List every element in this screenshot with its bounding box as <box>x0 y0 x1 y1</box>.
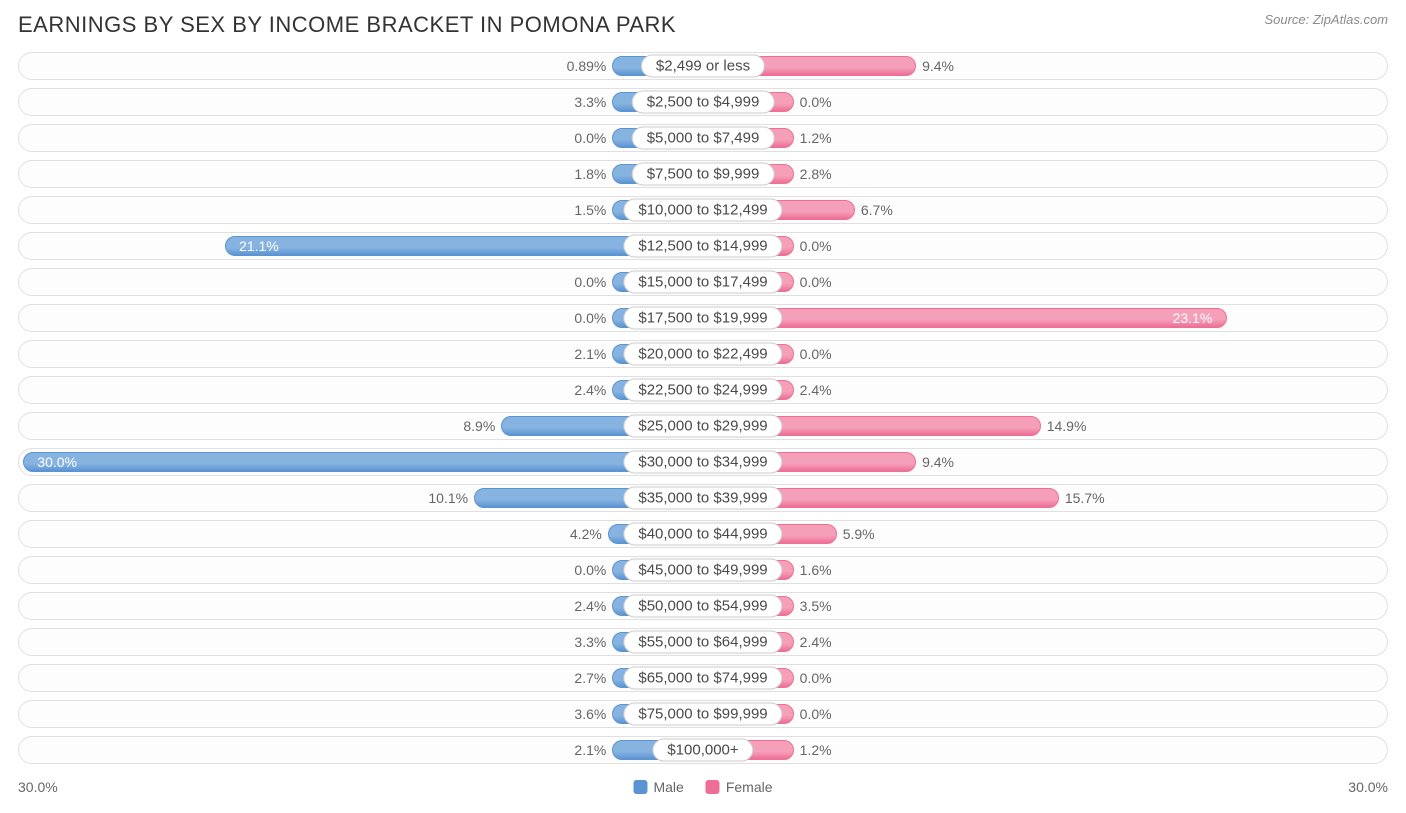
category-pill: $45,000 to $49,999 <box>623 559 782 582</box>
male-pct-label: 1.5% <box>574 202 606 218</box>
male-bar <box>23 452 703 472</box>
female-pct-label: 0.0% <box>800 670 832 686</box>
category-pill: $30,000 to $34,999 <box>623 451 782 474</box>
male-pct-label: 0.89% <box>567 58 607 74</box>
chart-row: 0.89% 9.4% $2,499 or less <box>18 52 1388 80</box>
male-pct-label: 0.0% <box>574 274 606 290</box>
category-pill: $40,000 to $44,999 <box>623 523 782 546</box>
category-pill: $15,000 to $17,499 <box>623 271 782 294</box>
female-pct-label: 0.0% <box>800 94 832 110</box>
female-pct-label: 6.7% <box>861 202 893 218</box>
category-pill: $100,000+ <box>652 739 753 762</box>
chart-row: 3.3% 2.4% $55,000 to $64,999 <box>18 628 1388 656</box>
chart-row: 0.0% 1.2% $5,000 to $7,499 <box>18 124 1388 152</box>
female-pct-label: 9.4% <box>922 58 954 74</box>
legend-item-female: Female <box>706 779 773 795</box>
female-swatch-icon <box>706 780 720 794</box>
chart-row: 10.1% 15.7% $35,000 to $39,999 <box>18 484 1388 512</box>
category-pill: $65,000 to $74,999 <box>623 667 782 690</box>
chart-body: 0.89% 9.4% $2,499 or less 3.3% 0.0% $2,500 to… <box>18 52 1388 764</box>
chart-row: 0.0% 1.6% $45,000 to $49,999 <box>18 556 1388 584</box>
male-pct-label: 2.7% <box>574 670 606 686</box>
category-pill: $75,000 to $99,999 <box>623 703 782 726</box>
category-pill: $2,499 or less <box>641 55 765 78</box>
legend: Male Female <box>633 779 772 795</box>
category-pill: $2,500 to $4,999 <box>632 91 775 114</box>
male-pct-label: 3.3% <box>574 634 606 650</box>
male-pct-label: 30.0% <box>37 454 77 470</box>
category-pill: $20,000 to $22,499 <box>623 343 782 366</box>
chart-row: 4.2% 5.9% $40,000 to $44,999 <box>18 520 1388 548</box>
male-pct-label: 4.2% <box>570 526 602 542</box>
category-pill: $17,500 to $19,999 <box>623 307 782 330</box>
female-pct-label: 1.6% <box>800 562 832 578</box>
category-pill: $10,000 to $12,499 <box>623 199 782 222</box>
chart-row: 2.7% 0.0% $65,000 to $74,999 <box>18 664 1388 692</box>
category-pill: $7,500 to $9,999 <box>632 163 775 186</box>
legend-label-female: Female <box>726 779 773 795</box>
male-pct-label: 2.4% <box>574 382 606 398</box>
chart-row: 2.1% 0.0% $20,000 to $22,499 <box>18 340 1388 368</box>
chart-row: 0.0% 0.0% $15,000 to $17,499 <box>18 268 1388 296</box>
male-pct-label: 21.1% <box>239 238 279 254</box>
female-pct-label: 9.4% <box>922 454 954 470</box>
female-pct-label: 0.0% <box>800 274 832 290</box>
chart-row: 21.1% 0.0% $12,500 to $14,999 <box>18 232 1388 260</box>
category-pill: $12,500 to $14,999 <box>623 235 782 258</box>
category-pill: $5,000 to $7,499 <box>632 127 775 150</box>
female-pct-label: 1.2% <box>800 742 832 758</box>
male-pct-label: 2.4% <box>574 598 606 614</box>
chart-row: 3.3% 0.0% $2,500 to $4,999 <box>18 88 1388 116</box>
axis-max-left: 30.0% <box>18 779 58 795</box>
chart-row: 8.9% 14.9% $25,000 to $29,999 <box>18 412 1388 440</box>
female-pct-label: 0.0% <box>800 706 832 722</box>
category-pill: $50,000 to $54,999 <box>623 595 782 618</box>
chart-row: 1.8% 2.8% $7,500 to $9,999 <box>18 160 1388 188</box>
male-pct-label: 0.0% <box>574 130 606 146</box>
male-pct-label: 3.3% <box>574 94 606 110</box>
male-swatch-icon <box>633 780 647 794</box>
female-pct-label: 15.7% <box>1065 490 1105 506</box>
male-pct-label: 8.9% <box>463 418 495 434</box>
legend-label-male: Male <box>653 779 683 795</box>
chart-row: 1.5% 6.7% $10,000 to $12,499 <box>18 196 1388 224</box>
male-pct-label: 3.6% <box>574 706 606 722</box>
chart-title: EARNINGS BY SEX BY INCOME BRACKET IN POM… <box>18 12 676 38</box>
female-pct-label: 2.4% <box>800 382 832 398</box>
female-pct-label: 14.9% <box>1047 418 1087 434</box>
male-pct-label: 10.1% <box>428 490 468 506</box>
male-pct-label: 0.0% <box>574 562 606 578</box>
female-pct-label: 3.5% <box>800 598 832 614</box>
chart-row: 2.4% 2.4% $22,500 to $24,999 <box>18 376 1388 404</box>
male-pct-label: 2.1% <box>574 742 606 758</box>
female-pct-label: 2.4% <box>800 634 832 650</box>
legend-item-male: Male <box>633 779 683 795</box>
category-pill: $22,500 to $24,999 <box>623 379 782 402</box>
female-pct-label: 0.0% <box>800 238 832 254</box>
male-pct-label: 2.1% <box>574 346 606 362</box>
axis-max-right: 30.0% <box>1348 779 1388 795</box>
source-attribution: Source: ZipAtlas.com <box>1264 12 1388 27</box>
female-pct-label: 5.9% <box>843 526 875 542</box>
category-pill: $35,000 to $39,999 <box>623 487 782 510</box>
category-pill: $55,000 to $64,999 <box>623 631 782 654</box>
male-pct-label: 0.0% <box>574 310 606 326</box>
category-pill: $25,000 to $29,999 <box>623 415 782 438</box>
female-pct-label: 0.0% <box>800 346 832 362</box>
chart-row: 0.0% 23.1% $17,500 to $19,999 <box>18 304 1388 332</box>
male-pct-label: 1.8% <box>574 166 606 182</box>
chart-row: 30.0% 9.4% $30,000 to $34,999 <box>18 448 1388 476</box>
female-pct-label: 2.8% <box>800 166 832 182</box>
female-pct-label: 23.1% <box>1173 310 1213 326</box>
chart-row: 2.4% 3.5% $50,000 to $54,999 <box>18 592 1388 620</box>
female-pct-label: 1.2% <box>800 130 832 146</box>
chart-row: 2.1% 1.2% $100,000+ <box>18 736 1388 764</box>
chart-row: 3.6% 0.0% $75,000 to $99,999 <box>18 700 1388 728</box>
